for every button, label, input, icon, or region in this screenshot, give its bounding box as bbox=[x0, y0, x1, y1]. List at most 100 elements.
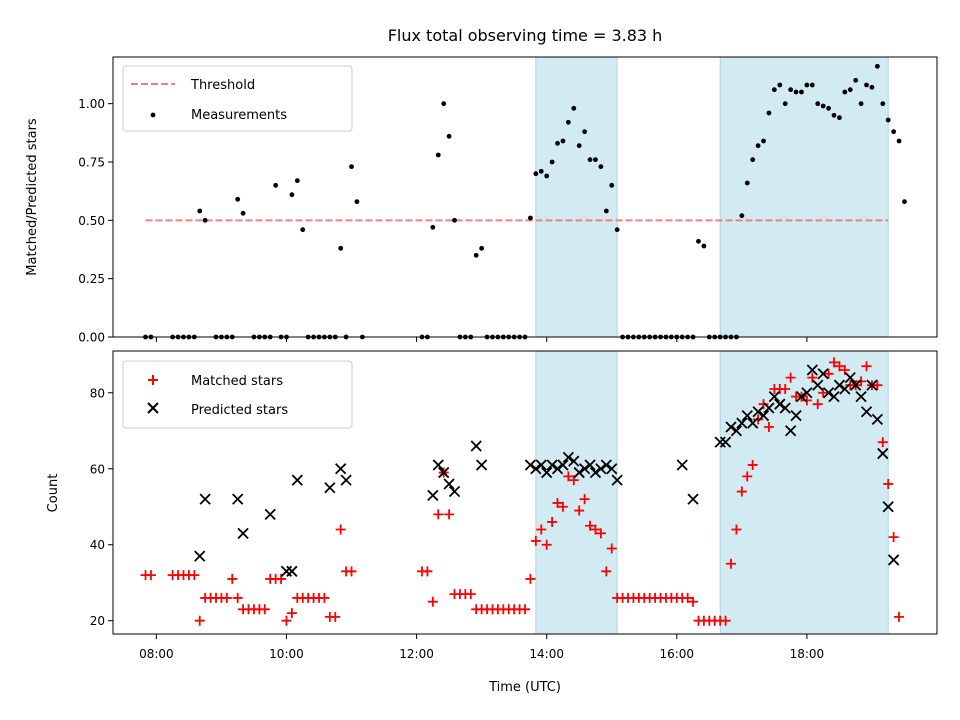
matched-stars-point bbox=[736, 486, 747, 497]
measurement-point bbox=[782, 101, 788, 107]
matched-stars-point bbox=[601, 566, 612, 577]
matched-stars-point bbox=[682, 592, 693, 603]
matched-stars-point bbox=[753, 414, 764, 425]
measurement-point bbox=[809, 82, 815, 88]
matched-stars-point bbox=[346, 566, 357, 577]
predicted-stars-point bbox=[806, 364, 818, 376]
matched-stars-point bbox=[547, 516, 558, 527]
measurement-point bbox=[788, 87, 794, 93]
matched-stars-point bbox=[742, 471, 753, 482]
predicted-stars-point bbox=[443, 478, 455, 490]
measurement-point bbox=[744, 180, 750, 186]
predicted-stars-point bbox=[774, 398, 786, 410]
measurement-point bbox=[202, 217, 208, 223]
matched-stars-point bbox=[433, 509, 444, 520]
measurement-point bbox=[560, 138, 566, 144]
matched-stars-point bbox=[276, 573, 287, 584]
measurement-point bbox=[294, 178, 300, 184]
predicted-stars-point bbox=[530, 463, 542, 475]
measurement-point bbox=[300, 227, 306, 233]
measurement-point bbox=[593, 157, 598, 163]
predicted-stars-point bbox=[541, 466, 553, 479]
predicted-stars-point bbox=[199, 493, 211, 505]
predicted-stars-point bbox=[860, 406, 873, 418]
measurement-point bbox=[831, 112, 837, 118]
predicted-stars-point bbox=[801, 387, 813, 399]
x-tick-label: 10:00 bbox=[269, 647, 304, 661]
observing-window-shade bbox=[719, 56, 889, 338]
matched-stars-point bbox=[763, 421, 774, 432]
measurement-point bbox=[571, 105, 577, 111]
measurement-point bbox=[582, 129, 588, 135]
predicted-stars-point bbox=[866, 379, 878, 391]
matched-stars-point bbox=[335, 524, 346, 535]
matched-stars-point bbox=[579, 494, 590, 505]
predicted-stars-point bbox=[795, 390, 808, 403]
chart-title: Flux total observing time = 3.83 h bbox=[388, 26, 663, 45]
predicted-stars-point bbox=[833, 379, 846, 391]
x-tick-label: 08:00 bbox=[139, 647, 174, 661]
observing-window-shade bbox=[535, 56, 618, 338]
matched-stars-point bbox=[221, 592, 232, 603]
matched-stars-point bbox=[536, 524, 547, 535]
bottom-panel: 20 40 60 80 08:00 10:00 12:00 14:00 16:00 18:00 bbox=[90, 350, 938, 661]
y-tick-label: 60 bbox=[90, 462, 105, 476]
predicted-stars-point bbox=[606, 463, 618, 475]
y-tick-label: 40 bbox=[90, 538, 105, 552]
matched-stars-point bbox=[465, 589, 476, 600]
top-legend: Threshold Measurements bbox=[122, 65, 353, 132]
bottom-legend: Matched stars Predicted stars bbox=[122, 360, 353, 429]
predicted-stars-point bbox=[779, 402, 791, 414]
threshold-legend-label: Threshold bbox=[190, 78, 255, 93]
predicted-stars-point bbox=[855, 390, 867, 403]
predicted-stars-point bbox=[551, 463, 564, 475]
predicted-stars-point bbox=[850, 379, 862, 391]
measurement-point bbox=[701, 243, 707, 249]
matched-stars-point bbox=[530, 535, 541, 546]
matched-stars-point bbox=[189, 570, 200, 581]
measurement-point bbox=[528, 215, 533, 221]
matched-stars-point bbox=[145, 570, 156, 581]
matched-stars-point bbox=[330, 611, 341, 622]
bottom-axes-frame bbox=[112, 350, 938, 635]
predicted-stars-point bbox=[887, 554, 900, 566]
matched-stars-point bbox=[888, 532, 899, 543]
predicted-stars-point bbox=[194, 550, 206, 562]
measurement-point bbox=[837, 115, 842, 121]
matched-stars-point bbox=[444, 509, 455, 520]
measurement-point bbox=[826, 105, 831, 111]
top-axes-frame bbox=[112, 56, 938, 338]
measurement-point bbox=[240, 210, 246, 216]
predicted-stars-point bbox=[584, 459, 596, 471]
predicted-stars-point bbox=[676, 459, 688, 471]
y-tick-label: 1.00 bbox=[78, 97, 105, 111]
measurement-point bbox=[549, 159, 555, 165]
measurement-point bbox=[902, 199, 907, 205]
predicted-stars-point bbox=[736, 417, 748, 429]
matched-stars-point bbox=[525, 573, 536, 584]
matched-stars-point bbox=[232, 592, 243, 603]
measurement-point bbox=[696, 238, 701, 244]
matched-stars-point bbox=[595, 528, 606, 539]
measurement-point bbox=[864, 82, 869, 88]
matched-stars-point bbox=[731, 524, 742, 535]
measurement-point bbox=[544, 173, 550, 179]
x-tick-label: 12:00 bbox=[399, 647, 434, 661]
predicted-stars-point bbox=[725, 421, 737, 433]
predicted-stars-point bbox=[757, 409, 770, 422]
matched-stars-point bbox=[720, 615, 731, 626]
measurement-point bbox=[479, 245, 485, 251]
measurement-point bbox=[533, 171, 539, 177]
matched-stars-point bbox=[861, 361, 872, 372]
matched-stars-point bbox=[688, 596, 699, 607]
x-tick-label: 14:00 bbox=[529, 647, 564, 661]
matched-stars-point bbox=[834, 361, 845, 372]
measurement-point bbox=[614, 227, 620, 233]
predicted-stars-point bbox=[475, 459, 488, 471]
measurement-point bbox=[771, 87, 777, 93]
measurement-point bbox=[349, 164, 354, 170]
predicted-legend-marker bbox=[147, 402, 159, 414]
measurement-point bbox=[538, 168, 544, 174]
matched-stars-point bbox=[574, 505, 585, 516]
